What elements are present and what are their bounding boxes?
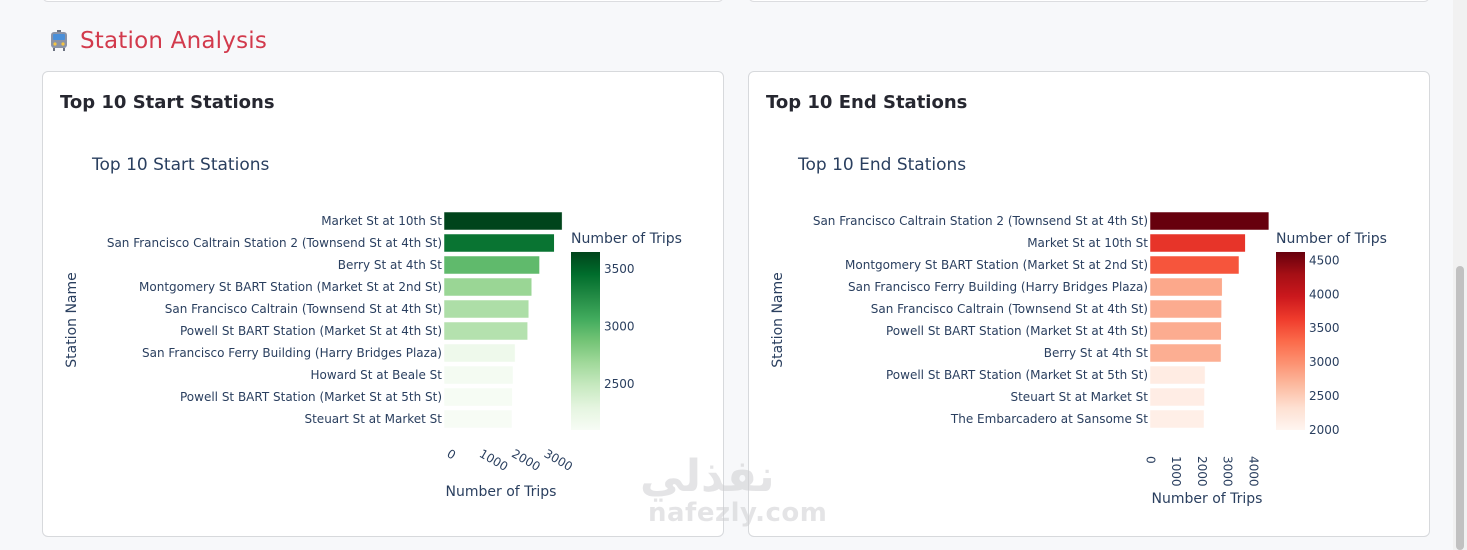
colorbar: [1276, 252, 1305, 430]
scrollbar-thumb[interactable]: [1456, 266, 1464, 550]
y-tick-label: Market St at 10th St: [321, 214, 442, 228]
x-tick-label: 2000: [509, 446, 542, 473]
bar: [443, 255, 540, 275]
bar: [1149, 409, 1205, 429]
y-tick-label: Howard St at Beale St: [310, 368, 442, 382]
y-tick-label: Powell St BART Station (Market St at 4th…: [886, 324, 1148, 338]
watermark: نفذلي nafezly.com: [640, 451, 828, 528]
colorbar-tick-label: 3500: [604, 262, 635, 276]
colorbar-tick-label: 4500: [1309, 253, 1340, 267]
bar: [443, 321, 528, 341]
y-axis-title: Station Name: [770, 272, 786, 368]
colorbar-tick-label: 2000: [1309, 423, 1340, 437]
watermark-latin: nafezly.com: [648, 498, 828, 528]
colorbar-tick-label: 3000: [604, 320, 635, 334]
colorbar-tick-label: 3000: [1309, 355, 1340, 369]
x-tick-label: 3000: [1221, 456, 1235, 487]
x-axis-title: Number of Trips: [446, 484, 557, 500]
watermark-arabic: نفذلي: [640, 451, 775, 502]
y-tick-label: Berry St at 4th St: [338, 258, 443, 272]
bar: [1149, 365, 1206, 385]
bar: [443, 343, 516, 363]
card-title: Top 10 Start Stations: [60, 92, 275, 113]
start-stations-card: Top 10 Start Stations Top 10 Start Stati…: [42, 71, 724, 537]
x-tick-label: 0: [1144, 456, 1158, 464]
colorbar-tick-label: 4000: [1309, 287, 1340, 301]
x-axis-title: Number of Trips: [1152, 491, 1263, 507]
y-tick-label: Powell St BART Station (Market St at 5th…: [180, 390, 442, 404]
y-tick-label: Montgomery St BART Station (Market St at…: [845, 258, 1148, 272]
section-title: Station Analysis: [80, 28, 268, 54]
y-tick-label: San Francisco Caltrain (Townsend St at 4…: [871, 302, 1148, 316]
tram-icon: [51, 30, 67, 51]
x-tick-label: 3000: [542, 446, 575, 473]
bar: [1149, 211, 1270, 231]
y-tick-label: Montgomery St BART Station (Market St at…: [139, 280, 442, 294]
colorbar-tick-label: 2500: [1309, 389, 1340, 403]
bar: [1149, 299, 1222, 319]
y-tick-label: Berry St at 4th St: [1044, 346, 1149, 360]
end-stations-card: Top 10 End Stations Top 10 End Stations S…: [748, 71, 1430, 537]
chart-title: Top 10 End Stations: [797, 155, 966, 175]
y-tick-label: Powell St BART Station (Market St at 5th…: [886, 368, 1148, 382]
colorbar-title: Number of Trips: [1276, 231, 1387, 247]
y-tick-label: Powell St BART Station (Market St at 4th…: [180, 324, 442, 338]
bar: [1149, 343, 1222, 363]
bar: [443, 409, 513, 429]
y-tick-label: San Francisco Caltrain Station 2 (Townse…: [813, 214, 1148, 228]
x-tick-label: 1000: [477, 446, 510, 473]
previous-card-bottom: [42, 0, 724, 2]
bar: [443, 299, 530, 319]
bar: [443, 211, 563, 231]
y-tick-label: Market St at 10th St: [1027, 236, 1148, 250]
colorbar: [571, 252, 600, 430]
y-tick-label: The Embarcadero at Sansome St: [950, 412, 1148, 426]
previous-card-bottom: [748, 0, 1430, 2]
bar: [1149, 321, 1222, 341]
bar: [1149, 255, 1240, 275]
y-tick-label: San Francisco Caltrain Station 2 (Townse…: [107, 236, 442, 250]
bar: [1149, 387, 1205, 407]
bar: [1149, 277, 1223, 297]
x-tick-label: 0: [445, 446, 459, 462]
x-tick-label: 2000: [1195, 456, 1209, 487]
y-tick-label: Steuart St at Market St: [304, 412, 442, 426]
colorbar-tick-label: 2500: [604, 377, 635, 391]
bar: [1149, 233, 1246, 253]
y-tick-label: San Francisco Caltrain (Townsend St at 4…: [165, 302, 442, 316]
x-tick-label: 1000: [1169, 456, 1183, 487]
bar: [443, 277, 533, 297]
colorbar-tick-label: 3500: [1309, 321, 1340, 335]
card-title: Top 10 End Stations: [766, 92, 968, 113]
page-scrollbar[interactable]: [1453, 0, 1467, 550]
bar: [443, 387, 513, 407]
y-tick-label: San Francisco Ferry Building (Harry Brid…: [142, 346, 442, 360]
x-tick-label: 4000: [1246, 456, 1260, 487]
y-axis-title: Station Name: [64, 272, 80, 368]
end-stations-chart[interactable]: Top 10 End Stations San Francisco Caltrai…: [749, 72, 1429, 536]
chart-title: Top 10 Start Stations: [91, 155, 269, 175]
start-stations-chart[interactable]: Top 10 Start Stations Market St at 10th S…: [43, 72, 723, 536]
y-tick-label: San Francisco Ferry Building (Harry Brid…: [848, 280, 1148, 294]
bar: [443, 365, 514, 385]
bar: [443, 233, 555, 253]
colorbar-title: Number of Trips: [571, 231, 682, 247]
section-header: Station Analysis: [48, 28, 267, 54]
y-tick-label: Steuart St at Market St: [1010, 390, 1148, 404]
